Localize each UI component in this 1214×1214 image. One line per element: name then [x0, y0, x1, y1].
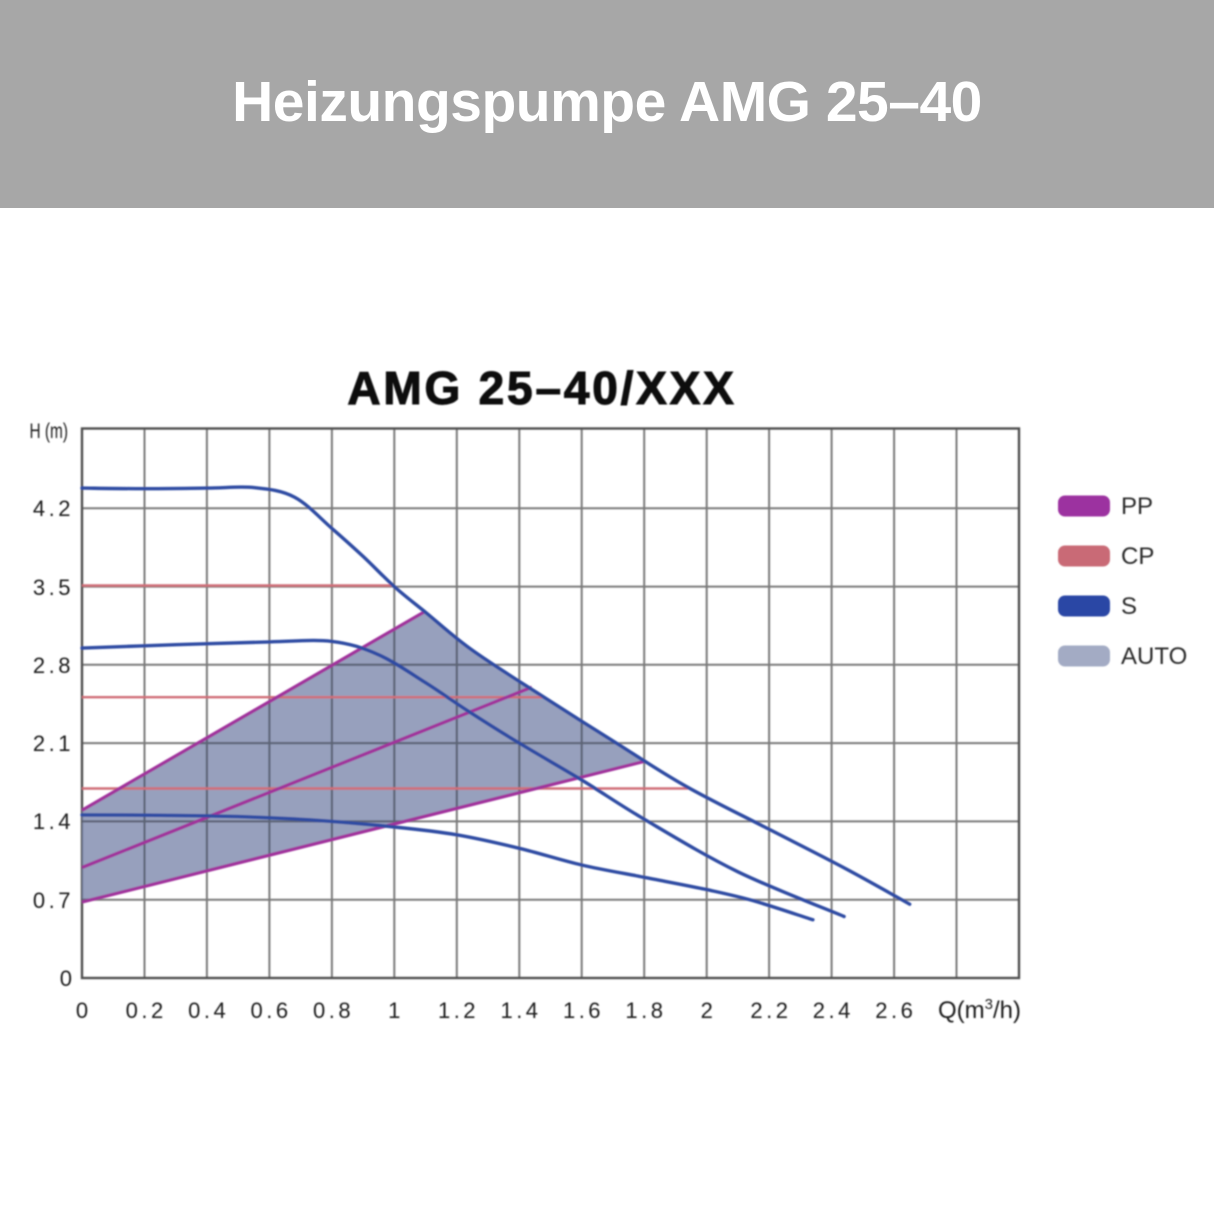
svg-text:2.1: 2.1 [33, 731, 74, 756]
svg-text:1.8: 1.8 [625, 998, 666, 1023]
svg-text:2.2: 2.2 [750, 998, 791, 1023]
svg-text:S: S [1121, 593, 1137, 620]
svg-text:1: 1 [388, 998, 400, 1023]
svg-text:0: 0 [60, 966, 72, 991]
svg-text:0.7: 0.7 [33, 888, 74, 913]
svg-text:0.4: 0.4 [188, 998, 229, 1023]
svg-text:0.6: 0.6 [251, 998, 292, 1023]
svg-text:H (m): H (m) [30, 420, 69, 443]
svg-text:0.8: 0.8 [313, 998, 354, 1023]
svg-text:2.6: 2.6 [875, 998, 916, 1023]
svg-text:2: 2 [701, 998, 713, 1023]
svg-text:1.4: 1.4 [33, 809, 74, 834]
svg-text:AUTO: AUTO [1121, 643, 1187, 670]
svg-text:0: 0 [76, 998, 88, 1023]
svg-text:0.2: 0.2 [126, 998, 167, 1023]
svg-text:CP: CP [1121, 543, 1154, 570]
svg-text:2.4: 2.4 [813, 998, 854, 1023]
svg-text:AMG 25–40/XXX: AMG 25–40/XXX [347, 362, 736, 414]
svg-text:Q(m3/h): Q(m3/h) [938, 996, 1021, 1024]
svg-text:PP: PP [1121, 493, 1153, 520]
svg-text:4.2: 4.2 [33, 496, 74, 521]
svg-text:1.6: 1.6 [563, 998, 604, 1023]
svg-text:1.2: 1.2 [438, 998, 479, 1023]
svg-text:1.4: 1.4 [500, 998, 541, 1023]
svg-text:2.8: 2.8 [33, 653, 74, 678]
svg-text:3.5: 3.5 [33, 575, 74, 600]
